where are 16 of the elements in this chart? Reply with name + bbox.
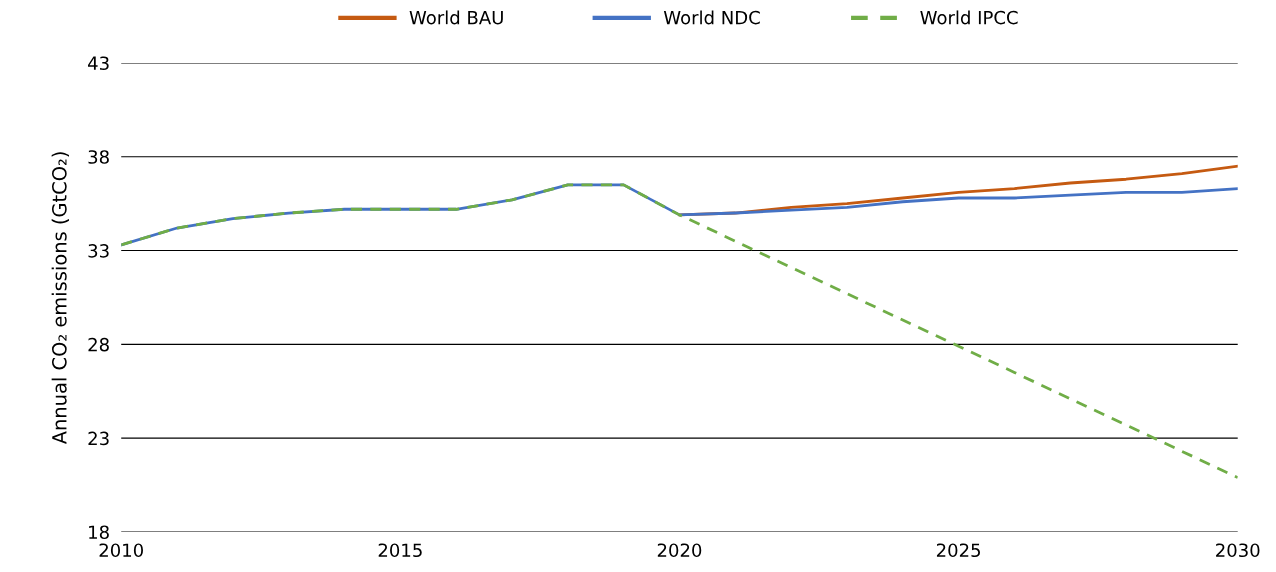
y-tick-label: 23 — [88, 431, 109, 446]
y-tick-label: 43 — [88, 56, 109, 71]
y-tick-label: 38 — [88, 150, 109, 164]
y-tick-label: 28 — [88, 337, 109, 352]
x-tick-label: 2015 — [378, 543, 422, 558]
x-tick-label: 2025 — [936, 543, 980, 558]
y-tick-label: 18 — [89, 525, 109, 540]
legend-label: World NDC — [663, 10, 760, 25]
x-tick-label: 2030 — [1216, 543, 1260, 558]
legend-label: World IPCC — [920, 10, 1018, 25]
legend-label: World BAU — [409, 10, 503, 25]
y-tick-label: 33 — [88, 244, 109, 258]
x-tick-label: 2020 — [657, 543, 702, 558]
x-tick-label: 2010 — [99, 543, 143, 558]
line-series — [121, 183, 1238, 479]
y-axis-title: Annual CO₂ emissions (GtCO₂) — [51, 152, 69, 445]
